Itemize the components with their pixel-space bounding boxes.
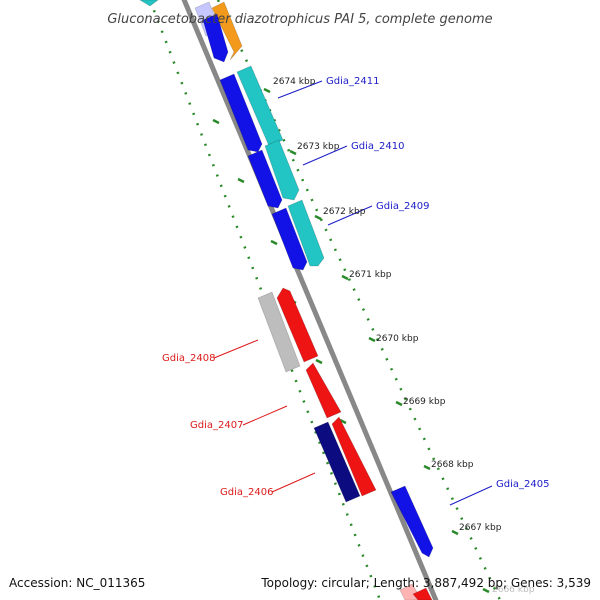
gene-arrow-blue[interactable] [247,149,283,209]
gene-arrow-gdia-2410[interactable] [264,139,300,201]
accession-text: Accession: NC_011365 [9,576,145,590]
scale-tick [341,274,349,281]
leader-line [242,405,288,426]
scale-tick [263,87,271,94]
leader-line [213,339,259,359]
scale-tick [423,464,431,471]
gene-arrow-gdia-2411[interactable] [236,65,284,147]
gene-arrow-gdia-2405[interactable] [390,485,434,558]
gene-arrow-gdia-2406[interactable] [331,416,377,497]
scale-label: 2670 kbp [376,334,419,344]
gene-label-gdia-2406[interactable]: Gdia_2406 [220,487,273,498]
gene-arrow-red-bottom[interactable] [412,587,433,600]
scale-label: 2671 kbp [349,270,392,280]
inner-gene-track [139,0,361,503]
gene-label-gdia-2407[interactable]: Gdia_2407 [190,420,243,431]
gene-arrow-gray[interactable] [257,291,301,373]
gene-arrow-cyan-top[interactable] [139,0,159,7]
leader-line [271,472,316,493]
scale-tick [314,214,322,221]
genome-backbone [181,0,439,600]
leader-line [327,205,373,226]
scale-label: 2668 kbp [431,460,474,470]
gene-arrow-gdia-2408[interactable] [276,287,319,363]
leader-line [277,80,323,99]
scale-label: 2667 kbp [459,523,502,533]
scale-tick [212,118,220,125]
gene-label-gdia-2405[interactable]: Gdia_2405 [496,479,549,490]
scale-label: 2669 kbp [403,397,446,407]
scale-tick [339,418,347,425]
scale-tick [482,587,490,594]
topology-text: Topology: circular; Length: 3,887,492 bp… [260,576,591,590]
scale-tick [315,358,323,365]
gene-label-gdia-2409[interactable]: Gdia_2409 [376,201,429,212]
gene-arrow-blue[interactable] [271,207,308,271]
gene-arrow-blue-top[interactable] [202,13,229,63]
scale-tick [395,400,403,407]
gene-arrow-blue[interactable] [219,73,263,153]
scale-tick [289,149,297,156]
scale-tick [368,336,376,343]
gene-arrow-gdia-2407[interactable] [305,362,342,419]
gene-arrow-orange[interactable] [211,1,243,61]
leader-lines [213,80,493,506]
scale-tick [270,239,278,246]
scale-label: 2666 kbp [492,585,535,595]
gene-arrow-navy[interactable] [313,421,361,503]
gene-label-gdia-2410[interactable]: Gdia_2410 [351,141,404,152]
gene-label-gdia-2411[interactable]: Gdia_2411 [326,76,379,87]
scale-labels: 2674 kbp 2673 kbp 2672 kbp 2671 kbp 2670… [273,77,535,595]
gene-arrow-gdia-2409[interactable] [287,199,325,267]
gene-labels: Gdia_2411 Gdia_2410 Gdia_2409 Gdia_2405 … [162,76,549,498]
scale-tick [237,177,245,184]
scale-label: 2674 kbp [273,77,316,87]
gene-label-gdia-2408[interactable]: Gdia_2408 [162,353,215,364]
forward-gene-track [211,1,434,600]
scale-label: 2673 kbp [297,142,340,152]
scale-label: 2672 kbp [323,207,366,217]
leader-line [302,145,348,166]
map-title: Gluconacetobacter diazotrophicus PAI 5, … [107,12,492,27]
leader-line [449,485,493,506]
scale-tick [451,529,459,536]
